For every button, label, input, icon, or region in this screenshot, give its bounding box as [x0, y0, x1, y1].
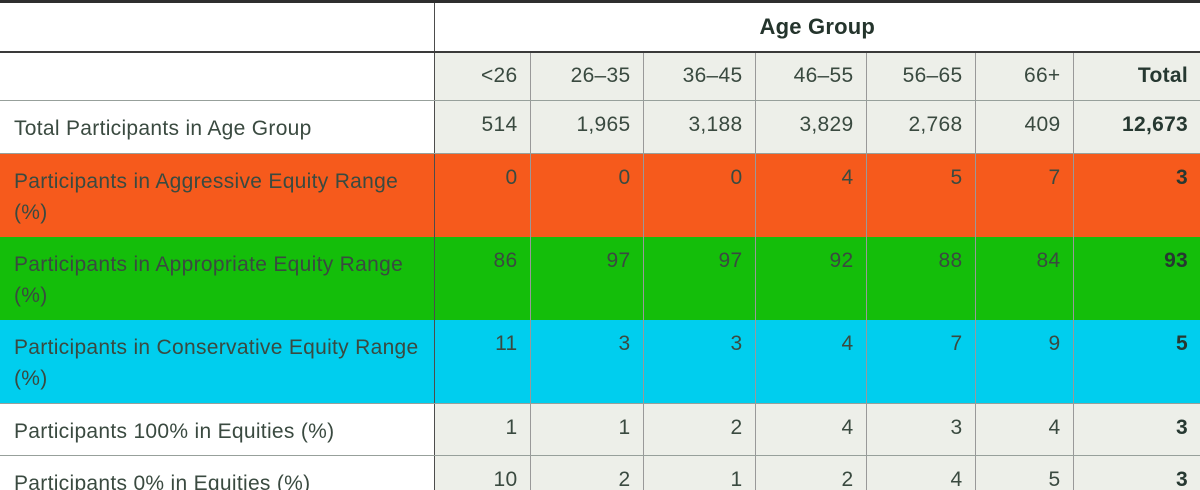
row-value: 9	[974, 319, 1073, 404]
row-total-value: 3	[1072, 153, 1200, 237]
row-value: 1	[642, 455, 755, 490]
row-label: Participants 0% in Equities (%)	[0, 455, 434, 490]
col-header-26-35: 26–35	[529, 51, 643, 101]
row-value: 4	[754, 319, 866, 404]
table-row: Participants 0% in Equities (%) 10 2 1 2 4 5 3	[0, 455, 1200, 490]
row-value: 7	[865, 319, 975, 404]
row-value: 0	[642, 153, 755, 237]
age-group-header: Age Group	[433, 1, 1200, 53]
row-value: 5	[974, 455, 1073, 490]
col-header-46-55: 46–55	[754, 51, 866, 101]
row-label: Participants in Appropriate Equity Range…	[0, 236, 434, 320]
row-value: 514	[433, 100, 530, 154]
col-header-under26: <26	[433, 51, 530, 101]
row-value: 409	[974, 100, 1073, 154]
group-header-row: Age Group	[0, 1, 1200, 53]
row-value: 5	[865, 153, 975, 237]
row-value: 2	[642, 403, 755, 456]
row-value: 3,188	[642, 100, 755, 154]
row-total-value: 12,673	[1072, 100, 1200, 154]
table-body: Total Participants in Age Group 514 1,965 3…	[0, 100, 1200, 490]
row-value: 4	[974, 403, 1073, 456]
row-value: 1,965	[529, 100, 643, 154]
row-value: 7	[974, 153, 1073, 237]
col-header-total: Total	[1072, 51, 1200, 101]
row-value: 4	[754, 403, 866, 456]
empty-corner-cell	[0, 1, 434, 53]
row-value: 3	[642, 319, 755, 404]
row-value: 97	[529, 236, 643, 320]
row-value: 92	[754, 236, 866, 320]
row-value: 10	[433, 455, 530, 490]
row-value: 1	[433, 403, 530, 456]
row-total-value: 5	[1072, 319, 1200, 404]
table-header: Age Group <26 26–35 36–45 46–55 56–65 66…	[0, 1, 1200, 101]
row-value: 3,829	[754, 100, 866, 154]
row-value: 97	[642, 236, 755, 320]
row-label: Participants 100% in Equities (%)	[0, 403, 434, 456]
row-value: 0	[433, 153, 530, 237]
row-value: 0	[529, 153, 643, 237]
row-value: 3	[529, 319, 643, 404]
empty-label-header-cell	[0, 51, 434, 101]
row-value: 2	[529, 455, 643, 490]
row-label: Participants in Aggressive Equity Range …	[0, 153, 434, 237]
row-value: 11	[433, 319, 530, 404]
row-total-value: 3	[1072, 455, 1200, 490]
row-total-value: 3	[1072, 403, 1200, 456]
row-value: 86	[433, 236, 530, 320]
row-label: Participants in Conservative Equity Rang…	[0, 319, 434, 404]
column-header-row: <26 26–35 36–45 46–55 56–65 66+ Total	[0, 51, 1200, 101]
row-value: 2	[754, 455, 866, 490]
table-row: Participants in Aggressive Equity Range …	[0, 153, 1200, 237]
col-header-36-45: 36–45	[642, 51, 755, 101]
row-value: 1	[529, 403, 643, 456]
col-header-66plus: 66+	[974, 51, 1073, 101]
table-row: Participants in Conservative Equity Rang…	[0, 319, 1200, 404]
col-header-56-65: 56–65	[865, 51, 975, 101]
row-value: 84	[974, 236, 1073, 320]
table-row: Participants in Appropriate Equity Range…	[0, 236, 1200, 320]
row-value: 4	[865, 455, 975, 490]
table-row: Total Participants in Age Group 514 1,965 3…	[0, 100, 1200, 154]
row-value: 2,768	[865, 100, 975, 154]
row-value: 4	[754, 153, 866, 237]
row-value: 88	[865, 236, 975, 320]
row-label: Total Participants in Age Group	[0, 100, 434, 154]
row-value: 3	[865, 403, 975, 456]
table-row: Participants 100% in Equities (%) 1 1 2 4 3 4 3	[0, 403, 1200, 456]
row-total-value: 93	[1072, 236, 1200, 320]
